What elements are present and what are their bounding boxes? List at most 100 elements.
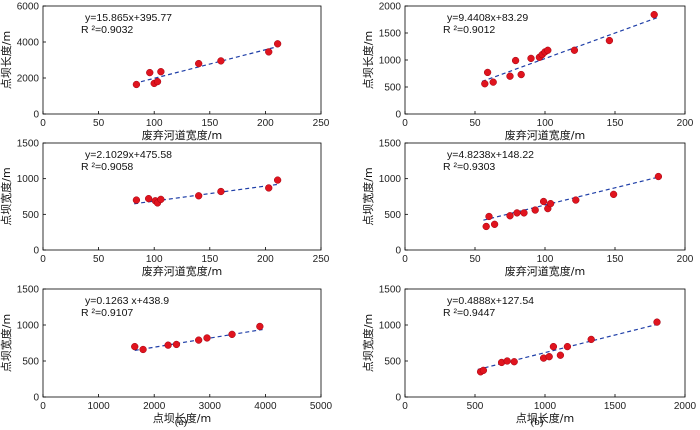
data-point bbox=[157, 68, 165, 76]
data-point bbox=[654, 172, 663, 181]
panel-a2: 0 50 100 150 200 250 0 500 1000 1500 废弃河道宽度/m 点坝宽度/… bbox=[0, 139, 330, 279]
y-tick-label: 2000 bbox=[17, 74, 40, 85]
data-point bbox=[172, 340, 181, 349]
y-tick-label: 1000 bbox=[379, 56, 402, 67]
y-tick-label: 0 bbox=[395, 393, 401, 404]
data-point bbox=[546, 199, 555, 208]
r-squared: R ²=0.9058 bbox=[81, 161, 133, 173]
panel-b3: 0 500 1000 1500 2000 0 500 1000 1500 点坝长度/m 点坝宽度/m… bbox=[361, 285, 697, 426]
y-tick-label: 1000 bbox=[17, 321, 40, 332]
y-tick-label: 1500 bbox=[17, 139, 40, 150]
x-tick-label: 0 bbox=[40, 254, 46, 265]
x-tick-label: 5000 bbox=[310, 401, 333, 412]
data-point bbox=[195, 336, 203, 344]
x-tick-label: 250 bbox=[313, 118, 330, 129]
y-tick-label: 500 bbox=[22, 210, 39, 221]
data-point bbox=[144, 194, 153, 203]
regression-equation: y=0.1263 x+438.9 bbox=[85, 295, 169, 307]
data-point bbox=[482, 222, 490, 231]
data-point bbox=[511, 56, 520, 65]
data-point bbox=[132, 196, 141, 204]
data-point bbox=[228, 330, 236, 339]
trend-line bbox=[481, 17, 658, 83]
data-point bbox=[217, 57, 225, 65]
x-tick-label: 50 bbox=[469, 118, 481, 129]
x-tick-label: 200 bbox=[257, 118, 274, 129]
data-point bbox=[483, 68, 492, 77]
data-point bbox=[605, 36, 614, 45]
x-tick-label: 0 bbox=[40, 401, 46, 412]
plot-frame bbox=[42, 142, 322, 251]
x-tick-label: 150 bbox=[607, 118, 624, 129]
x-tick-label: 50 bbox=[469, 254, 481, 265]
panel-b2: 0 50 100 150 200 0 500 1000 1500 废弃河道宽度/m 点坝宽度/m y=… bbox=[361, 139, 694, 279]
data-point bbox=[485, 212, 493, 221]
x-tick-label: 150 bbox=[201, 118, 218, 129]
panel-a3: 0 1000 2000 3000 4000 5000 0 500 1000 1500 点坝长度/m 点… bbox=[0, 285, 333, 426]
x-tick-label: 100 bbox=[146, 118, 163, 129]
data-point bbox=[265, 48, 273, 56]
y-tick-label: 1500 bbox=[379, 29, 402, 40]
x-axis-label: 废弃河道宽度/m bbox=[142, 264, 222, 278]
y-tick-label: 1000 bbox=[379, 321, 402, 332]
data-point bbox=[506, 72, 514, 80]
y-axis-label: 点坝宽度/m bbox=[361, 167, 375, 225]
x-tick-label: 2000 bbox=[674, 401, 697, 412]
y-tick-label: 0 bbox=[33, 110, 39, 121]
data-point bbox=[527, 54, 535, 63]
x-axis-label: 废弃河道宽度/m bbox=[505, 264, 585, 278]
y-axis-label: 点坝长度/m bbox=[361, 31, 375, 89]
y-tick-label: 1500 bbox=[379, 285, 402, 296]
x-tick-label: 250 bbox=[313, 254, 330, 265]
data-point bbox=[132, 80, 141, 89]
x-axis-label: 废弃河道宽度/m bbox=[505, 128, 585, 142]
x-tick-label: 100 bbox=[146, 254, 163, 265]
sublabel-b: (b) bbox=[531, 416, 544, 428]
data-point bbox=[531, 206, 539, 214]
data-point bbox=[481, 80, 489, 88]
data-point bbox=[139, 345, 147, 354]
x-tick-label: 200 bbox=[677, 254, 694, 265]
x-tick-label: 1000 bbox=[87, 401, 110, 412]
y-tick-label: 0 bbox=[33, 246, 39, 257]
data-point bbox=[273, 40, 282, 48]
x-tick-label: 150 bbox=[201, 254, 218, 265]
x-tick-label: 500 bbox=[467, 401, 484, 412]
x-tick-label: 3000 bbox=[199, 401, 222, 412]
y-axis-label: 点坝长度/m bbox=[0, 31, 13, 89]
y-tick-label: 4000 bbox=[17, 38, 40, 49]
x-tick-label: 0 bbox=[40, 118, 46, 129]
y-axis-label: 点坝宽度/m bbox=[361, 314, 375, 372]
data-point bbox=[490, 220, 499, 228]
data-point bbox=[513, 209, 521, 217]
data-point bbox=[164, 341, 172, 349]
r-squared: R ²=0.9012 bbox=[443, 24, 495, 36]
data-point bbox=[157, 195, 165, 204]
data-point bbox=[506, 212, 514, 220]
data-point bbox=[563, 342, 572, 351]
x-tick-label: 0 bbox=[402, 401, 408, 412]
data-point bbox=[265, 184, 273, 192]
r-squared: R ²=0.9447 bbox=[443, 307, 495, 319]
data-point bbox=[217, 187, 225, 196]
regression-equation: y=9.4408x+83.29 bbox=[447, 12, 528, 24]
y-tick-label: 0 bbox=[395, 110, 401, 121]
data-point bbox=[146, 68, 154, 77]
r-squared: R ²=0.9032 bbox=[81, 24, 133, 36]
regression-equation: y=0.4888x+127.54 bbox=[447, 295, 534, 307]
data-point bbox=[653, 318, 661, 326]
data-point bbox=[195, 192, 203, 200]
regression-equation: y=15.865x+395.77 bbox=[85, 12, 172, 24]
sublabel-a: (a) bbox=[175, 416, 188, 428]
data-point bbox=[539, 197, 548, 206]
panel-b1: 0 50 100 150 2000500100015002000废弃河道宽度/m点坝长度… bbox=[361, 2, 694, 143]
r-squared: R ²=0.9303 bbox=[443, 161, 495, 173]
x-tick-label: 200 bbox=[677, 118, 694, 129]
y-tick-label: 500 bbox=[22, 357, 39, 368]
y-tick-label: 1000 bbox=[17, 174, 40, 185]
data-point bbox=[570, 46, 579, 54]
data-point bbox=[572, 196, 580, 204]
y-tick-label: 0 bbox=[33, 393, 39, 404]
x-tick-label: 4000 bbox=[254, 401, 277, 412]
